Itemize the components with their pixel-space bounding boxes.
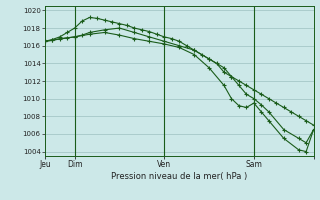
X-axis label: Pression niveau de la mer( hPa ): Pression niveau de la mer( hPa ) [111, 172, 247, 181]
